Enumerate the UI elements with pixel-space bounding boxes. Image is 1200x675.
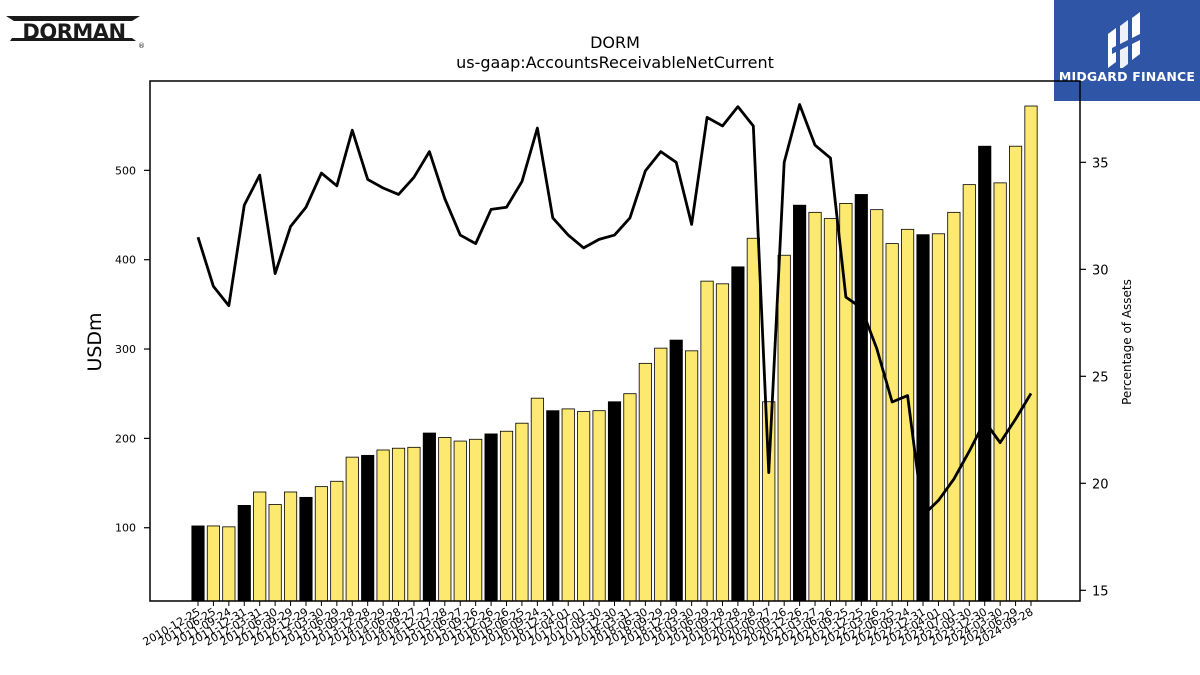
bar-2022-06-25 [885,243,899,602]
bar-2021-12-25 [854,194,868,602]
bar-2024-03-30 [993,182,1007,602]
bar-2010-12-25 [191,525,205,602]
bar-2019-09-28 [715,283,730,602]
bar-2023-09-30 [962,184,976,602]
bar-2011-12-31 [237,504,251,602]
bar-2013-12-28 [361,454,375,602]
bar-2012-09-29 [283,491,298,602]
bar-2012-12-29 [299,496,313,602]
midgard-mark-icon [1108,12,1144,68]
bar-2015-09-26 [469,438,483,602]
bar-2012-03-31 [253,491,267,602]
y-tick-label: 100 [115,522,136,535]
bar-2014-09-27 [407,446,421,602]
bar-2019-03-30 [685,350,699,602]
bar-2016-09-24 [530,397,544,602]
y2-tick-label: 35 [1092,156,1109,171]
bar-2020-12-26 [793,204,807,602]
bar-2016-06-25 [515,422,529,602]
bar-2017-07-01 [577,411,591,602]
bar-2011-09-24 [222,526,236,602]
bar-2014-03-29 [376,449,390,602]
bar-2020-03-28 [746,237,760,602]
bar-2012-06-30 [268,504,282,602]
bar-2022-09-24 [901,228,915,602]
bar-2022-03-26 [870,209,884,602]
y-tick-label: 200 [115,432,136,445]
bar-2019-12-28 [731,266,745,602]
bar-series [191,105,1038,602]
bar-2015-06-27 [453,440,467,602]
y2-ticks: 15 20 25 30 35 [1080,156,1109,599]
bar-2019-06-29 [700,280,714,602]
bar-2018-06-30 [638,362,652,602]
bar-2015-12-26 [484,433,498,602]
bar-2015-03-28 [438,437,452,602]
x-ticks: 2010-12-252011-06-252011-09-242011-12-31… [141,601,1036,649]
line-series [196,103,1033,517]
y2-axis-label: Percentage of Assets [1120,279,1134,405]
bar-2014-12-27 [422,432,436,602]
y2-tick-label: 25 [1092,370,1109,385]
midgard-finance-text: MIDGARD FINANCE [1058,69,1196,84]
bar-2024-09-28 [1024,105,1038,602]
y2-tick-label: 15 [1092,584,1109,599]
bar-2013-03-30 [314,486,328,602]
bar-2023-12-30 [978,145,992,602]
chart-subtitle: us-gaap:AccountsReceivableNetCurrent [456,53,774,72]
svg-text:®: ® [138,42,144,48]
bar-2017-12-30 [607,401,622,602]
y-axis-label: USDm [84,312,106,371]
bar-2024-06-29 [1009,145,1023,602]
bar-2018-09-29 [654,347,668,602]
chart-title: DORM [590,33,640,52]
bar-2014-06-28 [391,447,406,602]
y2-tick-label: 20 [1092,477,1109,492]
bar-2016-03-26 [499,430,514,602]
bar-2023-04-01 [931,233,946,602]
bar-2023-07-01 [947,211,961,602]
bar-2020-09-26 [777,254,791,602]
bar-2021-03-27 [808,211,822,602]
dorman-logo: DORMAN ® [4,8,145,50]
bar-2020-06-27 [762,401,776,602]
bar-2011-06-25 [206,525,220,602]
percentage-of-assets-line [196,103,1033,517]
midgard-finance-logo: MIDGARD FINANCE [1054,0,1200,101]
bar-2018-03-31 [623,393,637,602]
y-tick-label: 400 [115,254,136,267]
bar-2016-12-31 [546,410,560,602]
bar-2017-04-01 [561,408,575,602]
bar-2021-06-26 [823,218,838,602]
y2-tick-label: 30 [1092,263,1109,278]
y-tick-label: 500 [115,164,136,177]
y-ticks: 100 200 300 400 500 [115,164,150,535]
dorman-logo-text: DORMAN [22,20,125,44]
bar-2013-09-28 [345,456,359,602]
bar-2022-12-31 [916,234,930,602]
bar-2017-09-30 [592,410,606,602]
y-tick-label: 300 [115,343,136,356]
bar-2018-12-29 [669,339,683,602]
bar-2013-06-29 [330,480,344,602]
